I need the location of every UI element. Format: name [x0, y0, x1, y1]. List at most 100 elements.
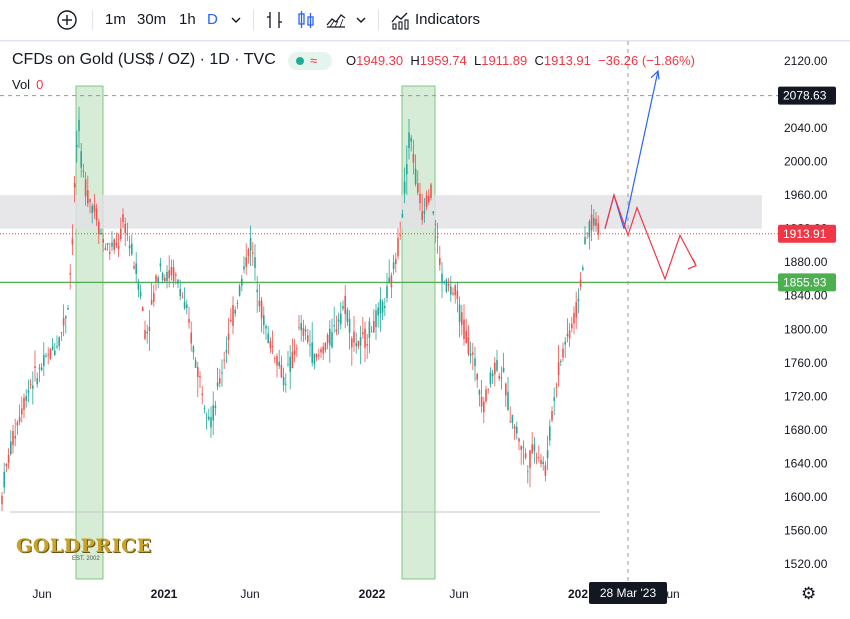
candle-body — [577, 298, 580, 302]
candle-body — [309, 344, 311, 346]
candle-body — [544, 465, 547, 476]
candle-body — [443, 281, 445, 283]
candles-button[interactable] — [296, 10, 316, 30]
interval-1h[interactable]: 1h — [179, 11, 196, 28]
candle-body — [445, 279, 448, 292]
candle-body — [478, 390, 481, 395]
chart-type-dropdown[interactable] — [354, 10, 368, 30]
candle-body — [252, 252, 254, 254]
y-tick-label: 1800.00 — [784, 322, 828, 336]
candle-body — [428, 195, 430, 203]
y-tick-label: 1960.00 — [784, 188, 828, 202]
candle-body — [216, 382, 219, 387]
crosshair-date-tag: 28 Mar '23 — [589, 582, 667, 604]
candle-body — [388, 277, 390, 283]
candle-body — [89, 198, 91, 203]
change-value: −36.26 (−1.86%) — [598, 53, 695, 68]
candle-body — [406, 164, 408, 175]
candle-body — [238, 285, 241, 296]
candle-body — [573, 312, 575, 324]
candle-body — [232, 305, 234, 326]
candle-body — [474, 358, 476, 366]
candle-body — [76, 144, 78, 147]
candle-body — [100, 232, 102, 235]
candle-body — [421, 211, 423, 221]
candle-body — [38, 367, 41, 369]
candle-body — [507, 391, 509, 411]
last-price-tag: 1913.91 — [778, 224, 836, 243]
candle-body — [311, 342, 313, 363]
candle-body — [274, 357, 276, 359]
candle-body — [128, 245, 131, 249]
candle-body — [329, 328, 331, 346]
candle-body — [590, 214, 593, 231]
compare-button[interactable] — [265, 10, 285, 30]
candle-body — [348, 318, 351, 333]
candle-body — [586, 232, 588, 234]
candle-body — [236, 302, 239, 304]
volume-label: Vol — [12, 77, 31, 92]
candle-body — [223, 359, 225, 361]
candle-body — [322, 346, 324, 354]
projection-down-line — [604, 193, 697, 281]
candle-body — [489, 372, 492, 385]
candle-body — [135, 263, 137, 275]
candle-body — [386, 286, 388, 299]
candle-body — [3, 471, 5, 488]
compare-icon — [267, 12, 282, 28]
candle-body — [181, 297, 184, 299]
candle-body — [557, 362, 560, 376]
market-status-badge[interactable]: ≈ — [288, 52, 332, 70]
candle-body — [593, 218, 595, 226]
candle-body — [73, 183, 76, 188]
candle-body — [483, 401, 485, 413]
open-label: O — [346, 53, 357, 68]
candle-body — [7, 455, 10, 463]
add-symbol-button[interactable] — [56, 10, 78, 30]
candle-body — [370, 331, 373, 333]
chevron-down-icon — [231, 17, 241, 23]
candle-body — [271, 345, 274, 347]
candle-body — [342, 306, 344, 309]
settings-button[interactable]: ⚙ — [801, 584, 816, 604]
candle-body — [434, 223, 437, 225]
candle-body — [60, 332, 63, 333]
high-label: H — [410, 53, 420, 68]
interval-d[interactable]: D — [207, 11, 218, 28]
volume-value: 0 — [36, 77, 44, 92]
candle-body — [403, 181, 406, 194]
interval-30m[interactable]: 30m — [137, 11, 167, 28]
candle-body — [155, 275, 157, 282]
candle-body — [45, 355, 47, 358]
candle-body — [69, 273, 71, 275]
candle-body — [355, 343, 357, 347]
interval-dropdown[interactable] — [229, 10, 243, 30]
candle-body — [186, 304, 188, 308]
candle-body — [408, 132, 410, 149]
candle-body — [524, 453, 527, 459]
y-tick-label: 1760.00 — [784, 356, 828, 370]
candle-body — [401, 213, 404, 218]
x-tick-label: Jun — [32, 587, 51, 601]
candle-body — [513, 426, 516, 430]
candle-body — [439, 258, 441, 265]
candle-body — [542, 461, 544, 465]
candle-body — [190, 332, 192, 344]
candle-body — [14, 436, 16, 439]
area-chart-button[interactable] — [325, 10, 347, 30]
candle-body — [441, 273, 443, 284]
candle-body — [373, 321, 375, 333]
candle-body — [447, 284, 450, 286]
x-tick-label: 2022 — [359, 587, 386, 601]
indicators-button[interactable]: Indicators — [390, 10, 490, 30]
candle-body — [562, 348, 564, 358]
market-status-dot — [296, 57, 304, 65]
candle-body — [249, 237, 252, 251]
add-symbol-icon — [57, 10, 77, 30]
interval-1m[interactable]: 1m — [105, 11, 126, 28]
candle-body — [117, 245, 120, 249]
chevron-down-icon — [356, 17, 366, 23]
candle-body — [62, 318, 65, 326]
y-tick-label: 1600.00 — [784, 490, 828, 504]
